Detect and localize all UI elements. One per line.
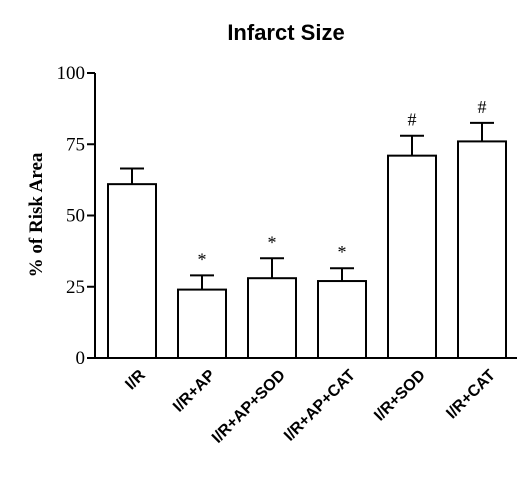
x-tick-label: I/R+CAT <box>443 367 499 423</box>
y-tick-label: 75 <box>66 134 85 155</box>
y-tick-label: 0 <box>76 348 86 369</box>
x-tick-label: I/R+AP+CAT <box>281 367 359 445</box>
bar <box>317 280 367 359</box>
y-axis: 0 25 50 75 100 <box>57 63 96 369</box>
chart-title: Infarct Size <box>227 20 344 45</box>
bar <box>177 288 227 360</box>
x-tick-label: I/R+AP <box>170 367 219 416</box>
bar <box>457 140 507 359</box>
x-tick-label: I/R+SOD <box>371 367 429 425</box>
significance-marker: # <box>478 97 487 117</box>
x-tick-label: I/R <box>122 366 149 393</box>
y-tick-label: 50 <box>66 206 85 227</box>
bar <box>107 183 157 359</box>
bar <box>387 154 437 359</box>
significance-marker: * <box>268 232 277 252</box>
significance-marker: # <box>408 110 417 130</box>
x-tick-label: I/R+AP+SOD <box>209 367 289 447</box>
significance-marker: * <box>338 242 347 262</box>
significance-marker: * <box>198 249 207 269</box>
y-axis-label: % of Risk Area <box>26 152 47 277</box>
bars-group: * * * # # <box>107 97 507 360</box>
bar <box>247 277 297 360</box>
y-tick-label: 25 <box>66 277 85 298</box>
y-tick-label: 100 <box>57 63 86 84</box>
